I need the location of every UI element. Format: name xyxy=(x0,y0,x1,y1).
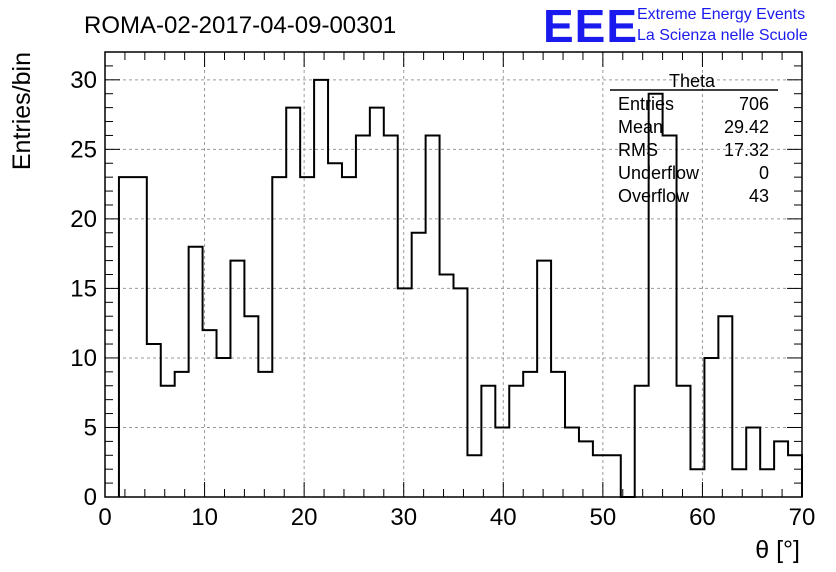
eee-logo-line1: Extreme Energy Events xyxy=(637,6,805,23)
histogram-bin xyxy=(384,135,398,497)
x-tick-label: 30 xyxy=(390,504,417,531)
y-tick-label: 0 xyxy=(84,484,97,511)
stats-label: Mean xyxy=(618,117,663,137)
histogram-bin xyxy=(635,386,649,497)
eee-logo-mark: EEE xyxy=(543,0,638,52)
histogram-outline xyxy=(117,78,803,498)
histogram-bin xyxy=(495,427,509,497)
histogram-bin xyxy=(579,441,593,497)
histogram-bin xyxy=(467,455,481,497)
y-tick-label: 25 xyxy=(70,136,97,163)
histogram-bin xyxy=(230,261,244,497)
stats-label: Overflow xyxy=(618,186,690,206)
histogram-bin xyxy=(356,135,370,497)
histogram-bin xyxy=(732,469,746,497)
histogram-bin xyxy=(147,344,161,497)
histogram-bin xyxy=(342,177,356,497)
stats-box-title: Theta xyxy=(669,71,716,91)
eee-logo-line2: La Scienza nelle Scuole xyxy=(637,27,808,44)
stats-label: RMS xyxy=(618,140,658,160)
y-tick-label: 5 xyxy=(84,414,97,441)
histogram-bin xyxy=(412,233,426,497)
histogram-bin xyxy=(370,108,384,497)
histogram-bin xyxy=(481,386,495,497)
eee-logo: EEE Extreme Energy Events La Scienza nel… xyxy=(543,0,808,52)
stats-value: 29.42 xyxy=(724,117,769,137)
histogram-bin xyxy=(677,386,691,497)
histogram-bin xyxy=(189,247,203,497)
histogram-bin xyxy=(537,261,551,497)
histogram-bin xyxy=(133,177,147,497)
stats-value: 17.32 xyxy=(724,140,769,160)
x-tick-label: 50 xyxy=(590,504,617,531)
histogram-bin xyxy=(746,427,760,497)
x-axis-label: θ [°] xyxy=(755,536,800,564)
histogram-bin xyxy=(217,358,231,497)
histogram-bin xyxy=(398,288,412,497)
histogram-bin xyxy=(272,177,286,497)
grid-lines xyxy=(105,52,802,497)
histogram-bin xyxy=(286,108,300,497)
stats-value: 706 xyxy=(739,94,769,114)
histogram-bin xyxy=(718,316,732,497)
histogram-bin xyxy=(314,80,328,497)
histogram-bin xyxy=(704,358,718,497)
x-tick-label: 10 xyxy=(191,504,218,531)
histogram-bin xyxy=(565,427,579,497)
histogram-bin xyxy=(774,441,788,497)
histogram-bin xyxy=(523,372,537,497)
histogram-bin xyxy=(300,177,314,497)
y-tick-label: 20 xyxy=(70,206,97,233)
histogram-bin xyxy=(788,455,802,497)
histogram-bin xyxy=(175,372,189,497)
histogram-bin xyxy=(258,372,272,497)
x-tick-label: 20 xyxy=(291,504,318,531)
chart-title: ROMA-02-2017-04-09-00301 xyxy=(84,12,396,39)
histogram-bin xyxy=(244,316,258,497)
histogram-bin xyxy=(607,455,621,497)
y-tick-label: 15 xyxy=(70,275,97,302)
stats-label: Entries xyxy=(618,94,674,114)
histogram-bin xyxy=(203,330,217,497)
histogram-bin xyxy=(161,386,175,497)
y-tick-label: 10 xyxy=(70,345,97,372)
stats-value: 0 xyxy=(759,163,769,183)
stats-value: 43 xyxy=(749,186,769,206)
histogram-bin xyxy=(593,455,607,497)
histogram-bin xyxy=(440,275,454,498)
x-tick-label: 70 xyxy=(789,504,816,531)
histogram-bin xyxy=(328,163,342,497)
histogram-bin xyxy=(454,288,468,497)
y-axis-ticks: 0 5 10 15 20 25 30 xyxy=(70,51,802,511)
y-tick-label: 30 xyxy=(70,67,97,94)
x-axis-ticks: 0 10 20 30 40 50 60 70 xyxy=(98,52,815,531)
stats-label: Underflow xyxy=(618,163,700,183)
x-tick-label: 60 xyxy=(689,504,716,531)
x-tick-label: 0 xyxy=(98,504,111,531)
y-axis-label: Entries/bin xyxy=(8,52,36,170)
histogram-bin xyxy=(119,177,133,497)
histogram-bin xyxy=(551,372,565,497)
histogram-bin xyxy=(509,386,523,497)
x-tick-label: 40 xyxy=(490,504,517,531)
histogram-bin xyxy=(426,135,440,497)
stats-box: Theta Entries 706 Mean 29.42 RMS 17.32 Underfl… xyxy=(610,71,778,206)
